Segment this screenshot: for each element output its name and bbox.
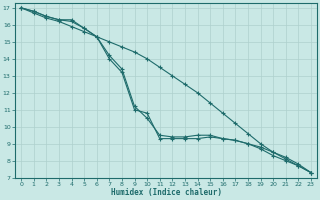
- X-axis label: Humidex (Indice chaleur): Humidex (Indice chaleur): [110, 188, 221, 197]
